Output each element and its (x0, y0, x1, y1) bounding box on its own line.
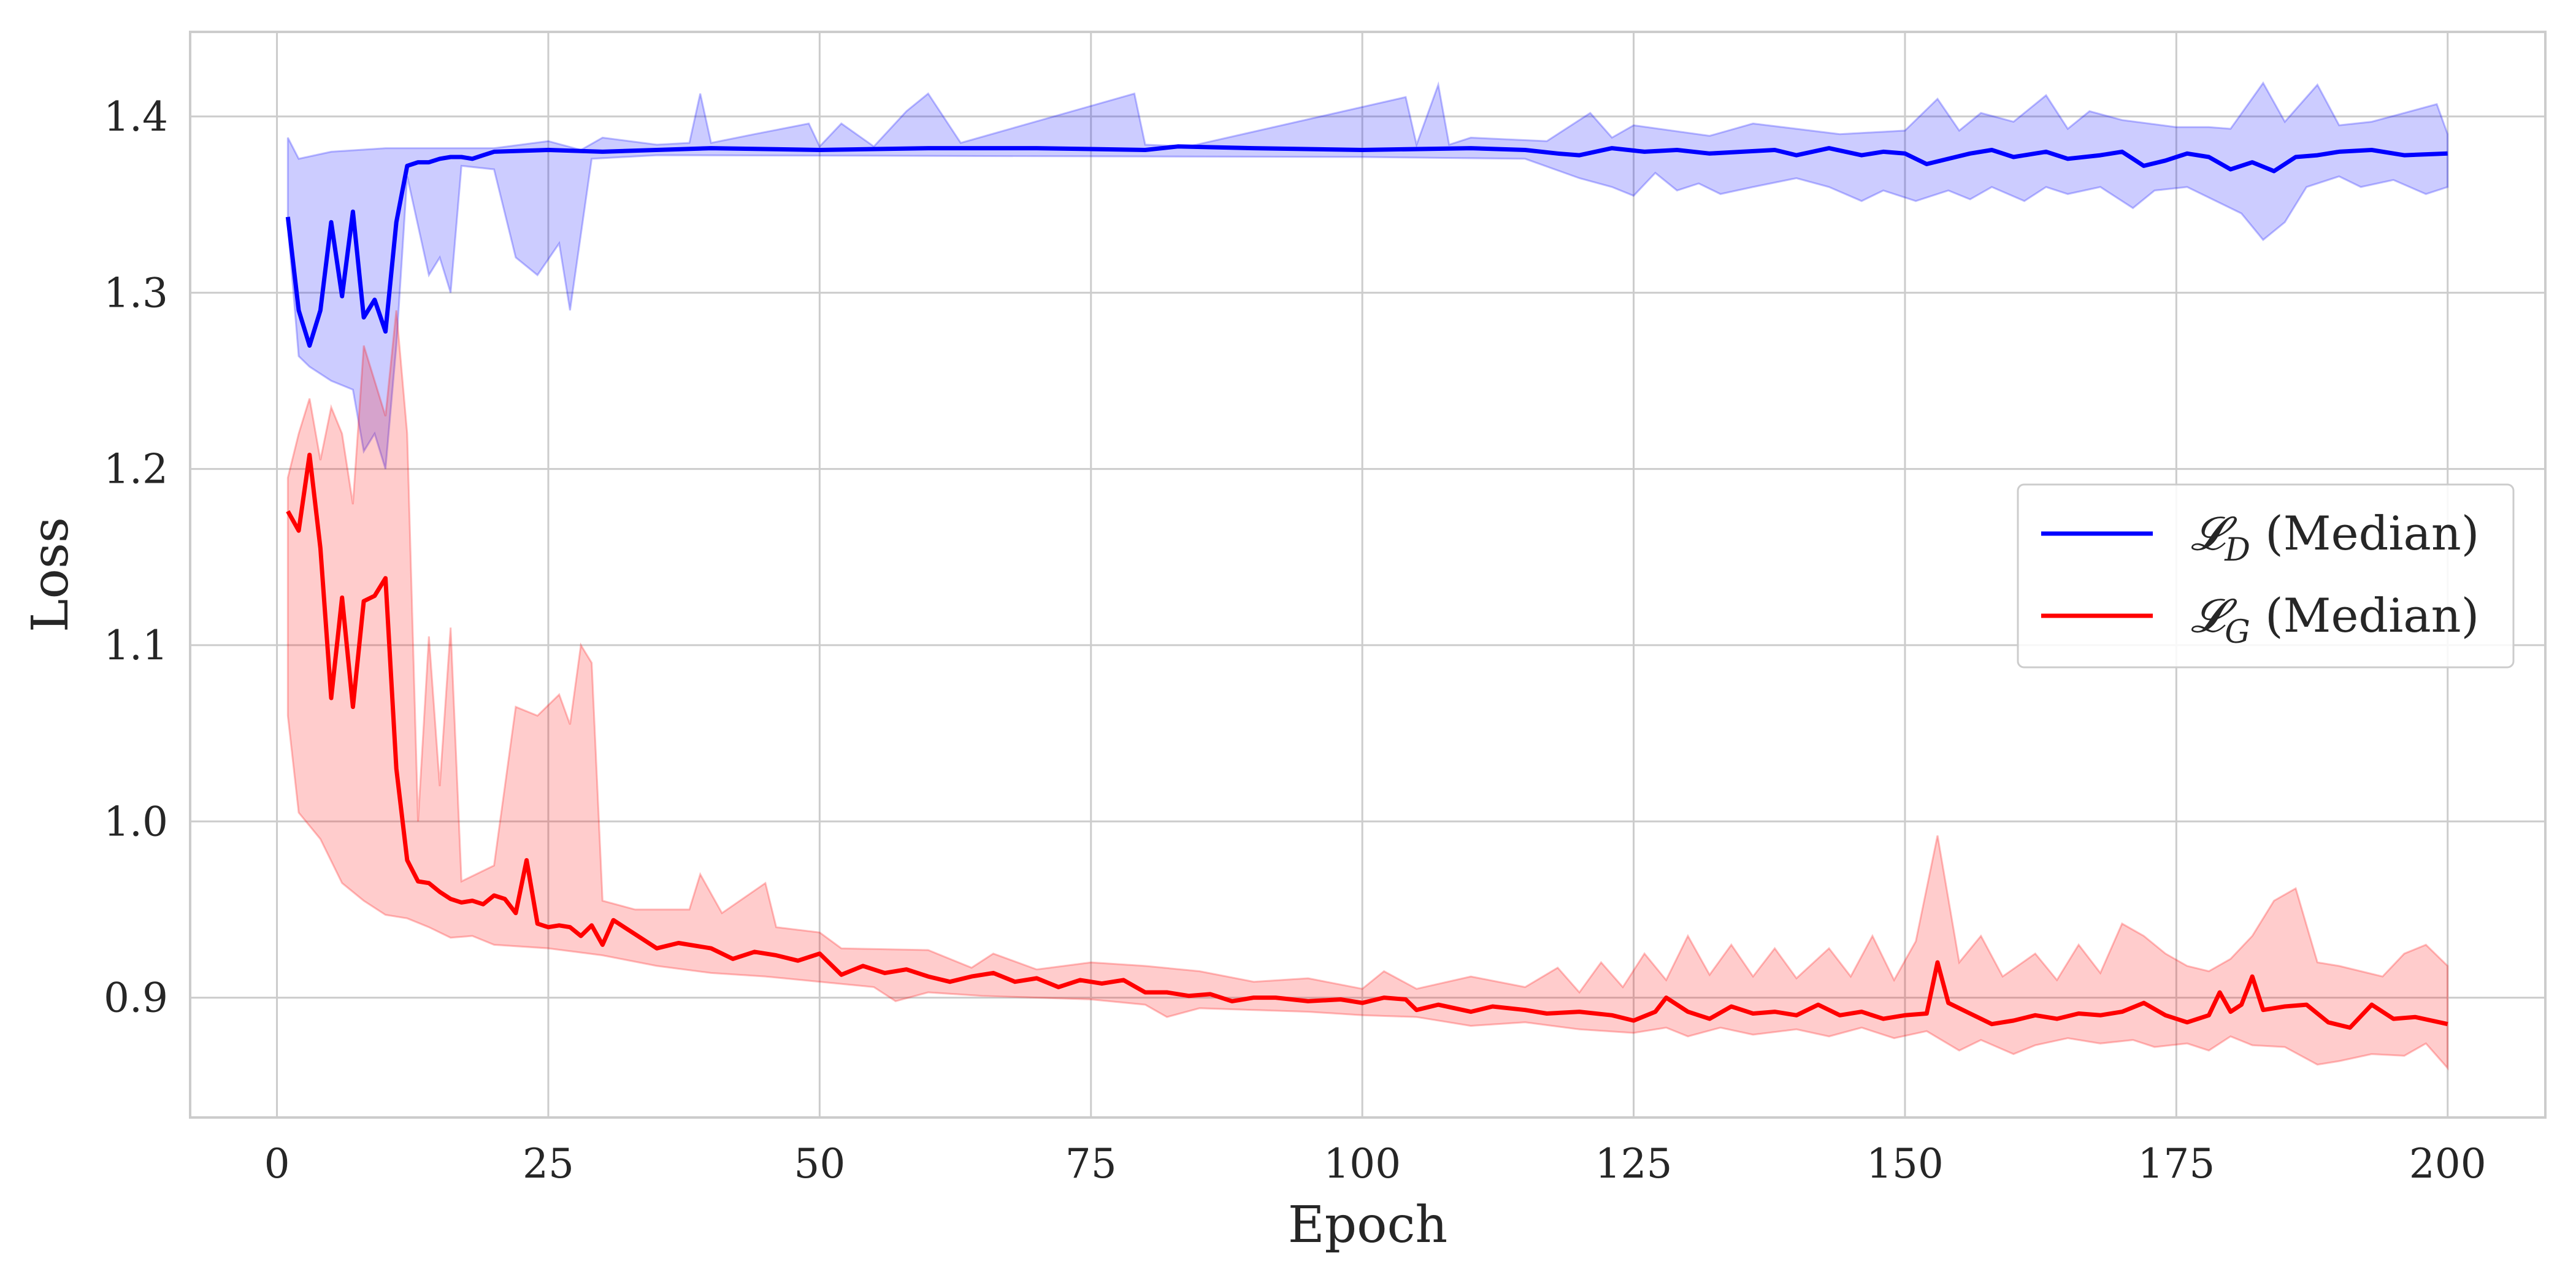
legend-box (2017, 483, 2515, 669)
x-tick-label: 200 (2409, 1140, 2486, 1187)
y-tick-label: 1.1 (104, 622, 168, 669)
legend: 𝓛D (Median) 𝓛G (Median) (2017, 483, 2515, 669)
y-axis-label: Loss (21, 517, 80, 632)
series-1-band (286, 310, 2449, 1071)
x-tick-label: 100 (1324, 1140, 1401, 1187)
y-tick-label: 0.9 (104, 975, 168, 1022)
series-0-band (286, 81, 2449, 470)
y-tick-label: 1.4 (104, 93, 168, 140)
x-tick-label: 150 (1866, 1140, 1944, 1187)
series-1-line (286, 453, 2448, 1030)
legend-entry: 𝓛D (Median) (2191, 506, 2479, 569)
x-tick-label: 0 (264, 1140, 290, 1187)
x-tick-labels: 0 25 50 75 100 125 150 175 200 (264, 1140, 2486, 1187)
x-tick-label: 50 (794, 1140, 845, 1187)
median-lines (285, 144, 2448, 1030)
legend-entry: 𝓛G (Median) (2191, 588, 2479, 651)
confidence-bands (286, 81, 2449, 1071)
x-axis-label: Epoch (1288, 1196, 1447, 1254)
x-tick-label: 125 (1595, 1140, 1673, 1187)
y-tick-labels: 0.9 1.0 1.1 1.2 1.3 1.4 (104, 93, 168, 1022)
grid-lines (190, 32, 2545, 1117)
y-tick-label: 1.0 (104, 798, 168, 845)
x-tick-label: 75 (1065, 1140, 1117, 1187)
x-tick-label: 175 (2137, 1140, 2215, 1187)
y-tick-label: 1.2 (104, 446, 168, 493)
plot-frame (189, 31, 2547, 1119)
series-0-line (285, 144, 2448, 348)
x-tick-label: 25 (523, 1140, 574, 1187)
y-tick-label: 1.3 (104, 269, 168, 316)
